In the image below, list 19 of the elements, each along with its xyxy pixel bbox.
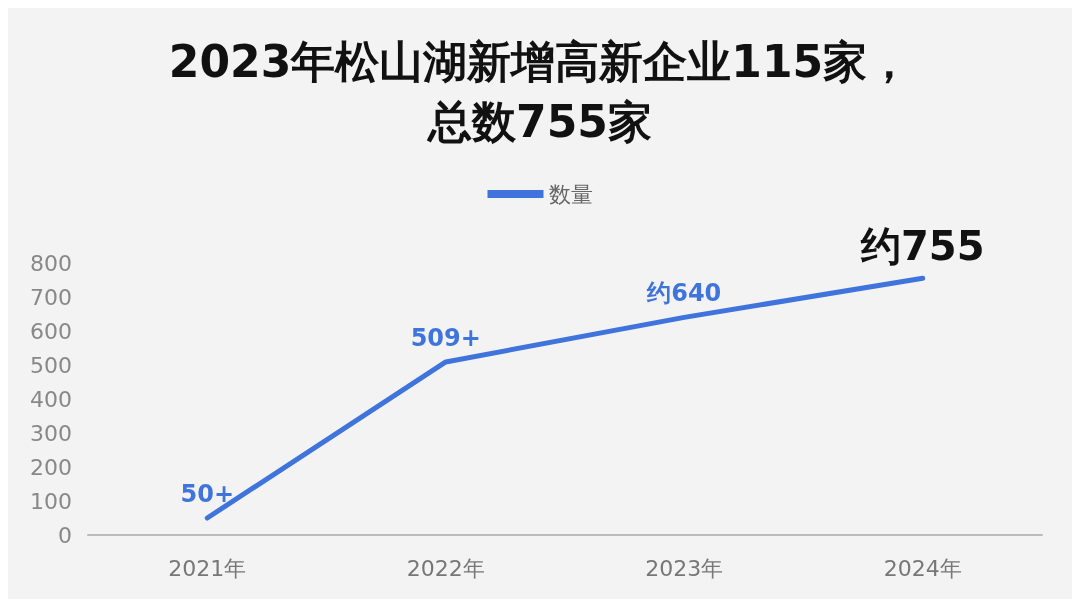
y-tick-label: 800 (30, 250, 72, 276)
y-tick-label: 700 (30, 284, 72, 310)
chart-title: 2023年松山湖新增高新企业115家，总数755家 (168, 35, 912, 147)
x-tick-label: 2022年 (406, 555, 485, 581)
y-tick-label: 400 (30, 386, 72, 412)
data-label: 50+ (180, 480, 235, 508)
x-tick-label: 2021年 (168, 555, 247, 581)
y-tick-label: 500 (30, 352, 72, 378)
legend-label: 数量 (548, 181, 593, 207)
x-tick-label: 2023年 (645, 555, 724, 581)
y-tick-label: 100 (30, 488, 72, 514)
y-tick-label: 300 (30, 420, 72, 446)
y-tick-label: 200 (30, 454, 72, 480)
y-tick-label: 0 (58, 522, 72, 548)
data-label: 509+ (410, 323, 481, 352)
data-label: 约755 (860, 223, 985, 270)
x-tick-label: 2024年 (883, 555, 962, 581)
y-tick-label: 600 (30, 318, 72, 344)
data-label: 约640 (646, 279, 722, 308)
